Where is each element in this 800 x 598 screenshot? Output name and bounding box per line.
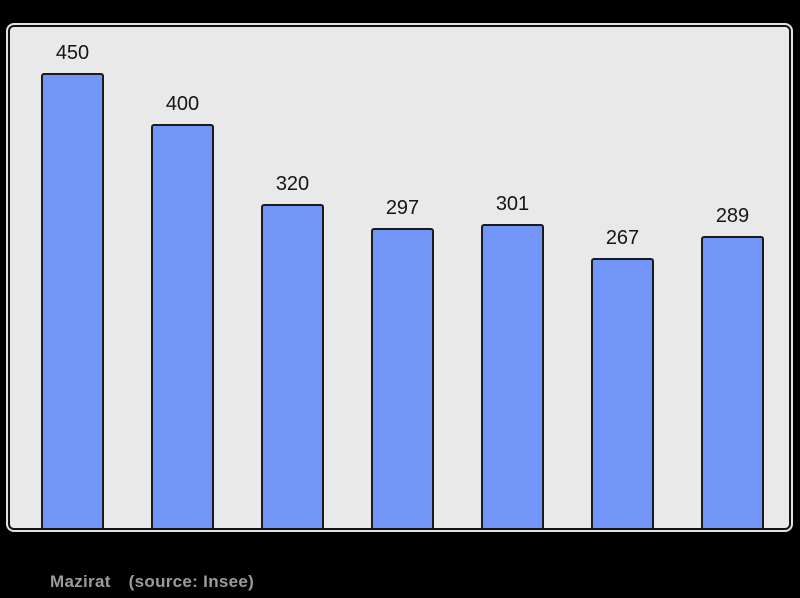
- caption-commune: Mazirat: [50, 572, 111, 591]
- bar: [261, 204, 324, 528]
- bar: [481, 224, 544, 528]
- bar-value-label: 297: [385, 197, 420, 219]
- bar: [371, 228, 434, 528]
- bar-value-label: 450: [55, 42, 90, 64]
- bar: [41, 73, 104, 528]
- bar: [591, 258, 654, 528]
- bar: [701, 236, 764, 528]
- caption-source: (source: Insee): [128, 572, 255, 591]
- bar-value-label: 320: [275, 173, 310, 195]
- bar: [151, 124, 214, 528]
- caption: Mazirat (source: Insee): [50, 572, 254, 592]
- bar-value-label: 400: [165, 93, 200, 115]
- bar-value-label: 301: [495, 193, 530, 215]
- bar-value-label: 289: [715, 205, 750, 227]
- bars-container: 450 400 320 297 301 267 289: [10, 27, 789, 528]
- bar-value-label: 267: [605, 227, 640, 249]
- plot-area: 450 400 320 297 301 267 289: [8, 25, 791, 530]
